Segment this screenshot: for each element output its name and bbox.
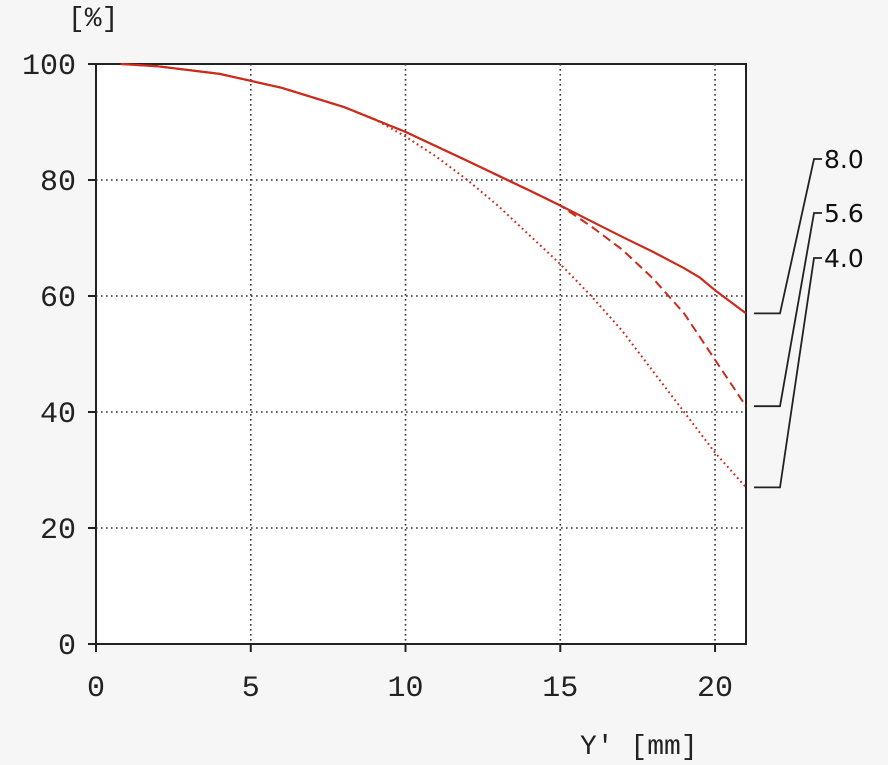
x-tick-label: 5: [242, 672, 260, 706]
legend-leader-4-0: [754, 257, 822, 489]
y-axis-ticks: 0 20 40 60 80 100: [22, 50, 96, 664]
data-series: [120, 62, 747, 489]
x-axis-label: Y' [mm]: [580, 732, 698, 763]
y-tick-label: 100: [22, 50, 76, 84]
legend-label-8-0: 8.0: [824, 145, 864, 174]
legend-leader-8-0: [754, 158, 822, 315]
series-line-5-6: [120, 63, 747, 407]
x-tick-label: 20: [697, 672, 733, 706]
y-tick-label: 20: [40, 514, 76, 548]
legend-label-5-6: 5.6: [824, 199, 864, 228]
y-axis-label: [%]: [68, 4, 118, 35]
x-tick-label: 0: [87, 672, 105, 706]
plot-area: [95, 63, 747, 645]
legend-leader-5-6: [754, 212, 822, 408]
y-tick-label: 80: [40, 166, 76, 200]
grid-lines: [96, 64, 746, 644]
x-tick-label: 10: [388, 672, 424, 706]
x-axis-ticks: 0 5 10 15 20: [87, 644, 733, 706]
legend: 8.0 5.6 4.0: [754, 145, 864, 489]
legend-label-4-0: 4.0: [824, 244, 864, 273]
y-tick-label: 0: [58, 630, 76, 664]
y-tick-label: 40: [40, 398, 76, 432]
x-tick-label: 15: [542, 672, 578, 706]
y-tick-label: 60: [40, 282, 76, 316]
